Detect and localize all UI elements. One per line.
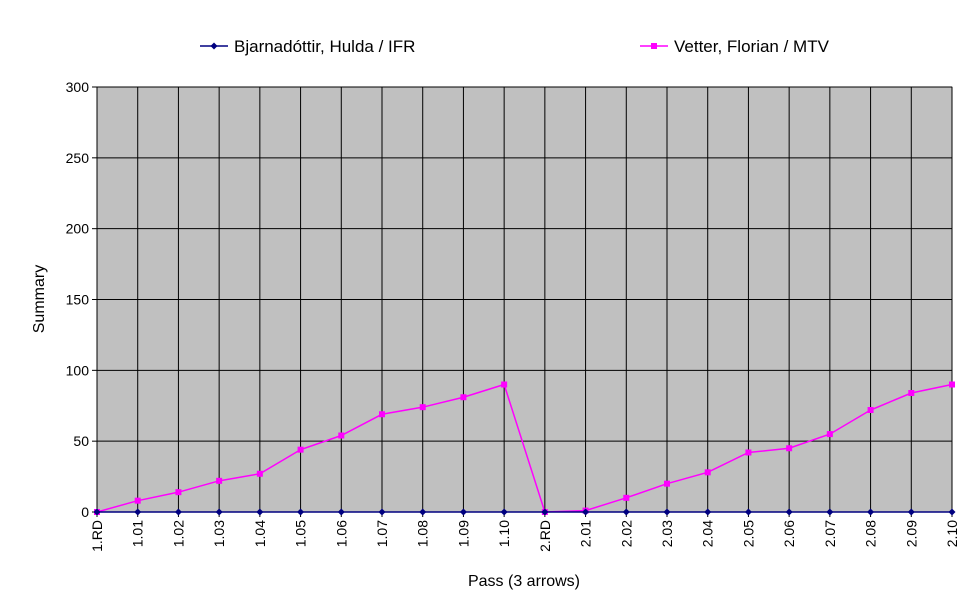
x-tick-label: 2.10 [944, 520, 960, 547]
point [174, 508, 182, 516]
x-tick-label: 1.02 [170, 520, 186, 547]
point [297, 446, 304, 453]
point [623, 494, 630, 501]
x-tick-label: 1.04 [252, 520, 268, 547]
x-tick-label: 2.04 [700, 520, 716, 547]
y-tick-label: 300 [66, 79, 90, 95]
x-tick-label: 1.RD [89, 520, 105, 552]
point [256, 470, 263, 477]
point [460, 394, 467, 401]
point [134, 508, 142, 516]
y-axis-title: Summary [31, 265, 48, 333]
x-tick-label: 1.09 [455, 520, 471, 547]
y-tick-label: 150 [66, 292, 90, 308]
series-line [96, 383, 953, 513]
point [256, 508, 264, 516]
x-tick-label: 2.09 [903, 520, 919, 547]
x-tick-label: 1.08 [415, 520, 431, 547]
point [134, 497, 141, 504]
legend-marker [210, 42, 218, 50]
point [93, 508, 101, 516]
point [541, 508, 549, 516]
point [907, 508, 915, 516]
point [867, 407, 874, 413]
point [745, 449, 752, 456]
point [867, 508, 875, 516]
point [663, 508, 671, 516]
legend-marker [651, 43, 657, 49]
point [948, 508, 956, 516]
point [664, 480, 670, 487]
point [500, 508, 508, 516]
x-tick-label: 1.01 [130, 520, 146, 547]
point [175, 489, 182, 496]
x-tick-label: 1.07 [374, 520, 390, 547]
legend-item: Bjarnadóttir, Hulda / IFR [200, 37, 415, 56]
x-tick-label: 2.03 [659, 520, 675, 547]
x-tick-label: 2.08 [863, 520, 879, 547]
x-tick-label: 2.02 [618, 520, 634, 547]
y-tick-label: 200 [66, 221, 90, 237]
point [297, 508, 305, 516]
x-tick-label: 1.06 [333, 520, 349, 547]
point [786, 445, 793, 452]
point [419, 404, 426, 411]
point [338, 432, 345, 439]
legend-item: Vetter, Florian / MTV [640, 37, 830, 56]
point [582, 508, 590, 516]
point [704, 469, 711, 476]
x-tick-label: 2.05 [740, 520, 756, 547]
point [216, 477, 223, 484]
legend-label: Vetter, Florian / MTV [674, 37, 830, 56]
point [501, 381, 508, 388]
x-tick-label: 2.06 [781, 520, 797, 547]
point [622, 508, 630, 516]
point [379, 411, 385, 418]
x-tick-label: 2.RD [537, 520, 553, 552]
point [826, 431, 833, 438]
x-tick-label: 1.05 [293, 520, 309, 547]
point [785, 508, 793, 516]
x-tick-label: 2.07 [822, 520, 838, 547]
legend-label: Bjarnadóttir, Hulda / IFR [234, 37, 415, 56]
y-tick-label: 0 [81, 504, 89, 520]
point [949, 381, 955, 388]
point [704, 508, 712, 516]
x-tick-label: 2.01 [578, 520, 594, 547]
point [826, 508, 834, 516]
x-axis-title: Pass (3 arrows) [468, 573, 580, 590]
y-tick-label: 250 [66, 150, 90, 166]
point [215, 508, 223, 516]
point [337, 508, 345, 516]
y-tick-label: 50 [73, 433, 89, 449]
point [908, 390, 915, 396]
point [459, 508, 467, 516]
point [744, 508, 752, 516]
point [419, 508, 427, 516]
x-tick-label: 1.03 [211, 520, 227, 547]
x-tick-label: 1.10 [496, 520, 512, 547]
point [378, 508, 386, 516]
y-tick-label: 100 [66, 362, 90, 378]
